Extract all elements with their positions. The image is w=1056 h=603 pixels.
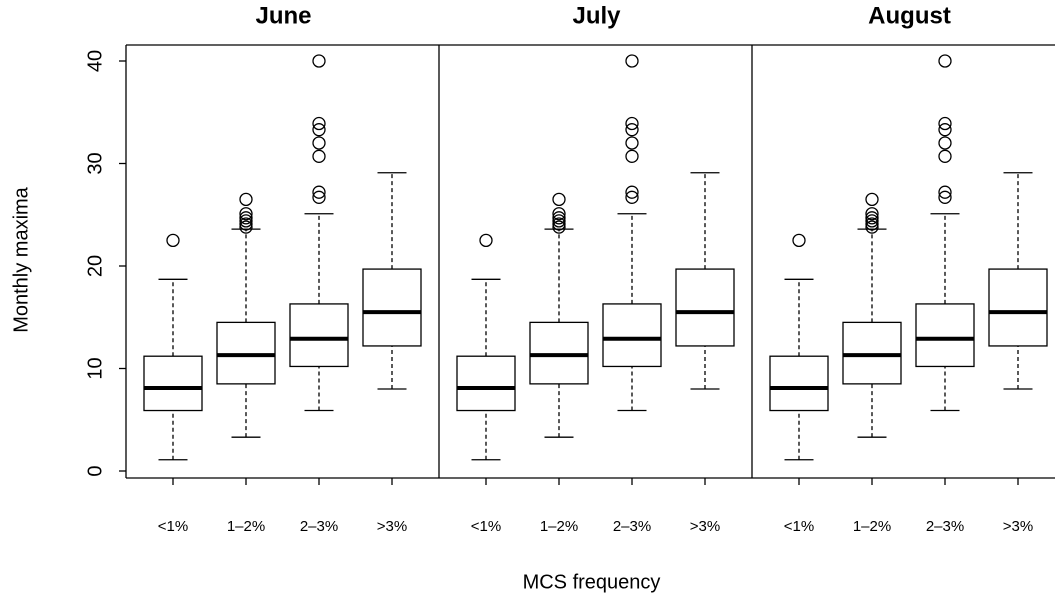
outlier bbox=[239, 220, 253, 234]
box bbox=[216, 321, 276, 385]
outlier bbox=[625, 149, 639, 163]
outlier bbox=[312, 185, 326, 199]
outlier bbox=[938, 54, 952, 68]
outlier bbox=[239, 192, 253, 207]
box bbox=[143, 355, 203, 412]
box bbox=[529, 321, 589, 385]
outlier bbox=[865, 207, 879, 221]
x-tick-label: >3% bbox=[690, 518, 720, 535]
y-tick-label: 0 bbox=[84, 465, 106, 476]
panel-title: August bbox=[868, 2, 951, 29]
outlier bbox=[552, 220, 566, 234]
outlier bbox=[552, 211, 566, 225]
outlier bbox=[312, 54, 326, 68]
outlier bbox=[312, 123, 326, 137]
x-tick-label: <1% bbox=[471, 518, 501, 535]
box bbox=[769, 355, 829, 412]
x-tick-label: >3% bbox=[1003, 518, 1033, 535]
outlier bbox=[312, 116, 326, 131]
x-axis-label: MCS frequency bbox=[523, 571, 661, 593]
outlier bbox=[938, 149, 952, 163]
outlier bbox=[865, 192, 879, 207]
outlier bbox=[625, 54, 639, 68]
outlier bbox=[865, 214, 879, 228]
panel-title: June bbox=[255, 2, 311, 29]
x-tick-label: <1% bbox=[784, 518, 814, 535]
outlier bbox=[239, 211, 253, 225]
x-tick-label: >3% bbox=[377, 518, 407, 535]
outlier bbox=[552, 207, 566, 221]
outlier bbox=[625, 185, 639, 199]
outlier bbox=[479, 233, 493, 248]
outlier bbox=[552, 217, 566, 231]
outlier bbox=[938, 116, 952, 131]
box bbox=[988, 268, 1048, 347]
outlier bbox=[865, 220, 879, 234]
outlier bbox=[239, 217, 253, 231]
box bbox=[362, 268, 422, 347]
x-tick-label: 1–2% bbox=[540, 518, 578, 535]
y-axis-label: Monthly maxima bbox=[10, 186, 32, 332]
y-tick-label: 40 bbox=[84, 50, 106, 72]
box bbox=[456, 355, 516, 412]
outlier bbox=[938, 123, 952, 137]
y-tick-label: 10 bbox=[84, 357, 106, 379]
outlier bbox=[312, 149, 326, 163]
outlier bbox=[865, 217, 879, 231]
box bbox=[842, 321, 902, 385]
outlier bbox=[552, 214, 566, 228]
box bbox=[675, 268, 735, 347]
x-tick-label: 1–2% bbox=[853, 518, 891, 535]
outlier bbox=[552, 192, 566, 207]
outlier bbox=[792, 233, 806, 248]
outlier bbox=[312, 190, 326, 204]
outlier bbox=[938, 185, 952, 199]
box bbox=[915, 303, 975, 368]
outlier bbox=[166, 233, 180, 248]
outlier bbox=[938, 136, 952, 150]
x-tick-label: 2–3% bbox=[613, 518, 651, 535]
x-tick-label: 2–3% bbox=[926, 518, 964, 535]
outlier bbox=[239, 214, 253, 228]
panel-title: July bbox=[572, 2, 621, 29]
box bbox=[602, 303, 662, 368]
x-tick-label: 2–3% bbox=[300, 518, 338, 535]
outlier bbox=[625, 116, 639, 131]
y-tick-label: 30 bbox=[84, 152, 106, 174]
outlier bbox=[938, 190, 952, 204]
box bbox=[289, 303, 349, 368]
outlier bbox=[312, 136, 326, 150]
outlier bbox=[865, 211, 879, 225]
outlier bbox=[625, 136, 639, 150]
outlier bbox=[239, 207, 253, 221]
x-tick-label: 1–2% bbox=[227, 518, 265, 535]
x-tick-label: <1% bbox=[158, 518, 188, 535]
outlier bbox=[625, 190, 639, 204]
y-tick-label: 20 bbox=[84, 255, 106, 277]
outlier bbox=[625, 123, 639, 137]
